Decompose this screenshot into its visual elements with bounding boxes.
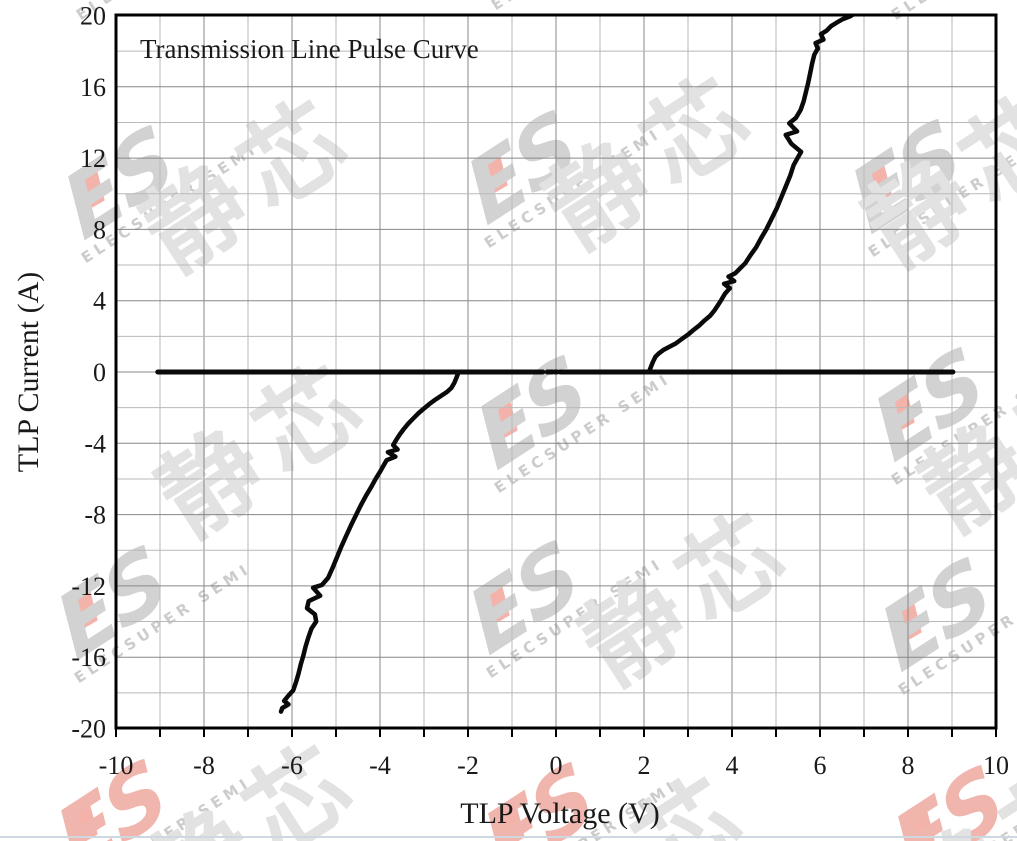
- y-axis-tick-labels: -20 -16 -12 -8 -4 0 4 8 12 16 20: [71, 2, 106, 744]
- y-tick-label: 16: [80, 73, 106, 102]
- y-tick-label: 12: [80, 144, 106, 173]
- chart-title: Transmission Line Pulse Curve: [140, 34, 479, 64]
- curve-series: [155, 15, 956, 714]
- x-tick-label: -8: [193, 751, 215, 780]
- page-edge-line: [0, 836, 1017, 838]
- y-tick-label: -16: [71, 643, 106, 672]
- x-axis-ticks: [115, 729, 997, 737]
- y-tick-label: 8: [93, 215, 106, 244]
- x-tick-label: -6: [281, 751, 303, 780]
- y-tick-label: -20: [71, 715, 106, 744]
- x-tick-label: -2: [457, 751, 479, 780]
- y-tick-label: 20: [80, 2, 106, 31]
- x-axis-label: TLP Voltage (V): [460, 797, 659, 830]
- x-axis-tick-labels: -10 -8 -6 -4 -2 0 2 4 6 8 10: [99, 751, 1009, 780]
- y-tick-label: -8: [84, 501, 106, 530]
- x-tick-label: 10: [983, 751, 1009, 780]
- y-tick-label: 4: [93, 287, 106, 316]
- series-positive-branch: [647, 15, 857, 374]
- x-tick-label: 0: [550, 751, 563, 780]
- x-tick-label: 4: [726, 751, 739, 780]
- y-tick-label: -12: [71, 572, 106, 601]
- x-tick-label: -10: [99, 751, 134, 780]
- y-tick-label: 0: [93, 358, 106, 387]
- x-tick-label: 6: [814, 751, 827, 780]
- plot-border: [114, 13, 998, 730]
- y-axis-label: TLP Current (A): [12, 272, 45, 473]
- x-tick-label: 8: [902, 751, 915, 780]
- series-negative-branch: [278, 370, 461, 714]
- x-tick-label: -4: [369, 751, 391, 780]
- y-tick-label: -4: [84, 429, 106, 458]
- x-tick-label: 2: [638, 751, 651, 780]
